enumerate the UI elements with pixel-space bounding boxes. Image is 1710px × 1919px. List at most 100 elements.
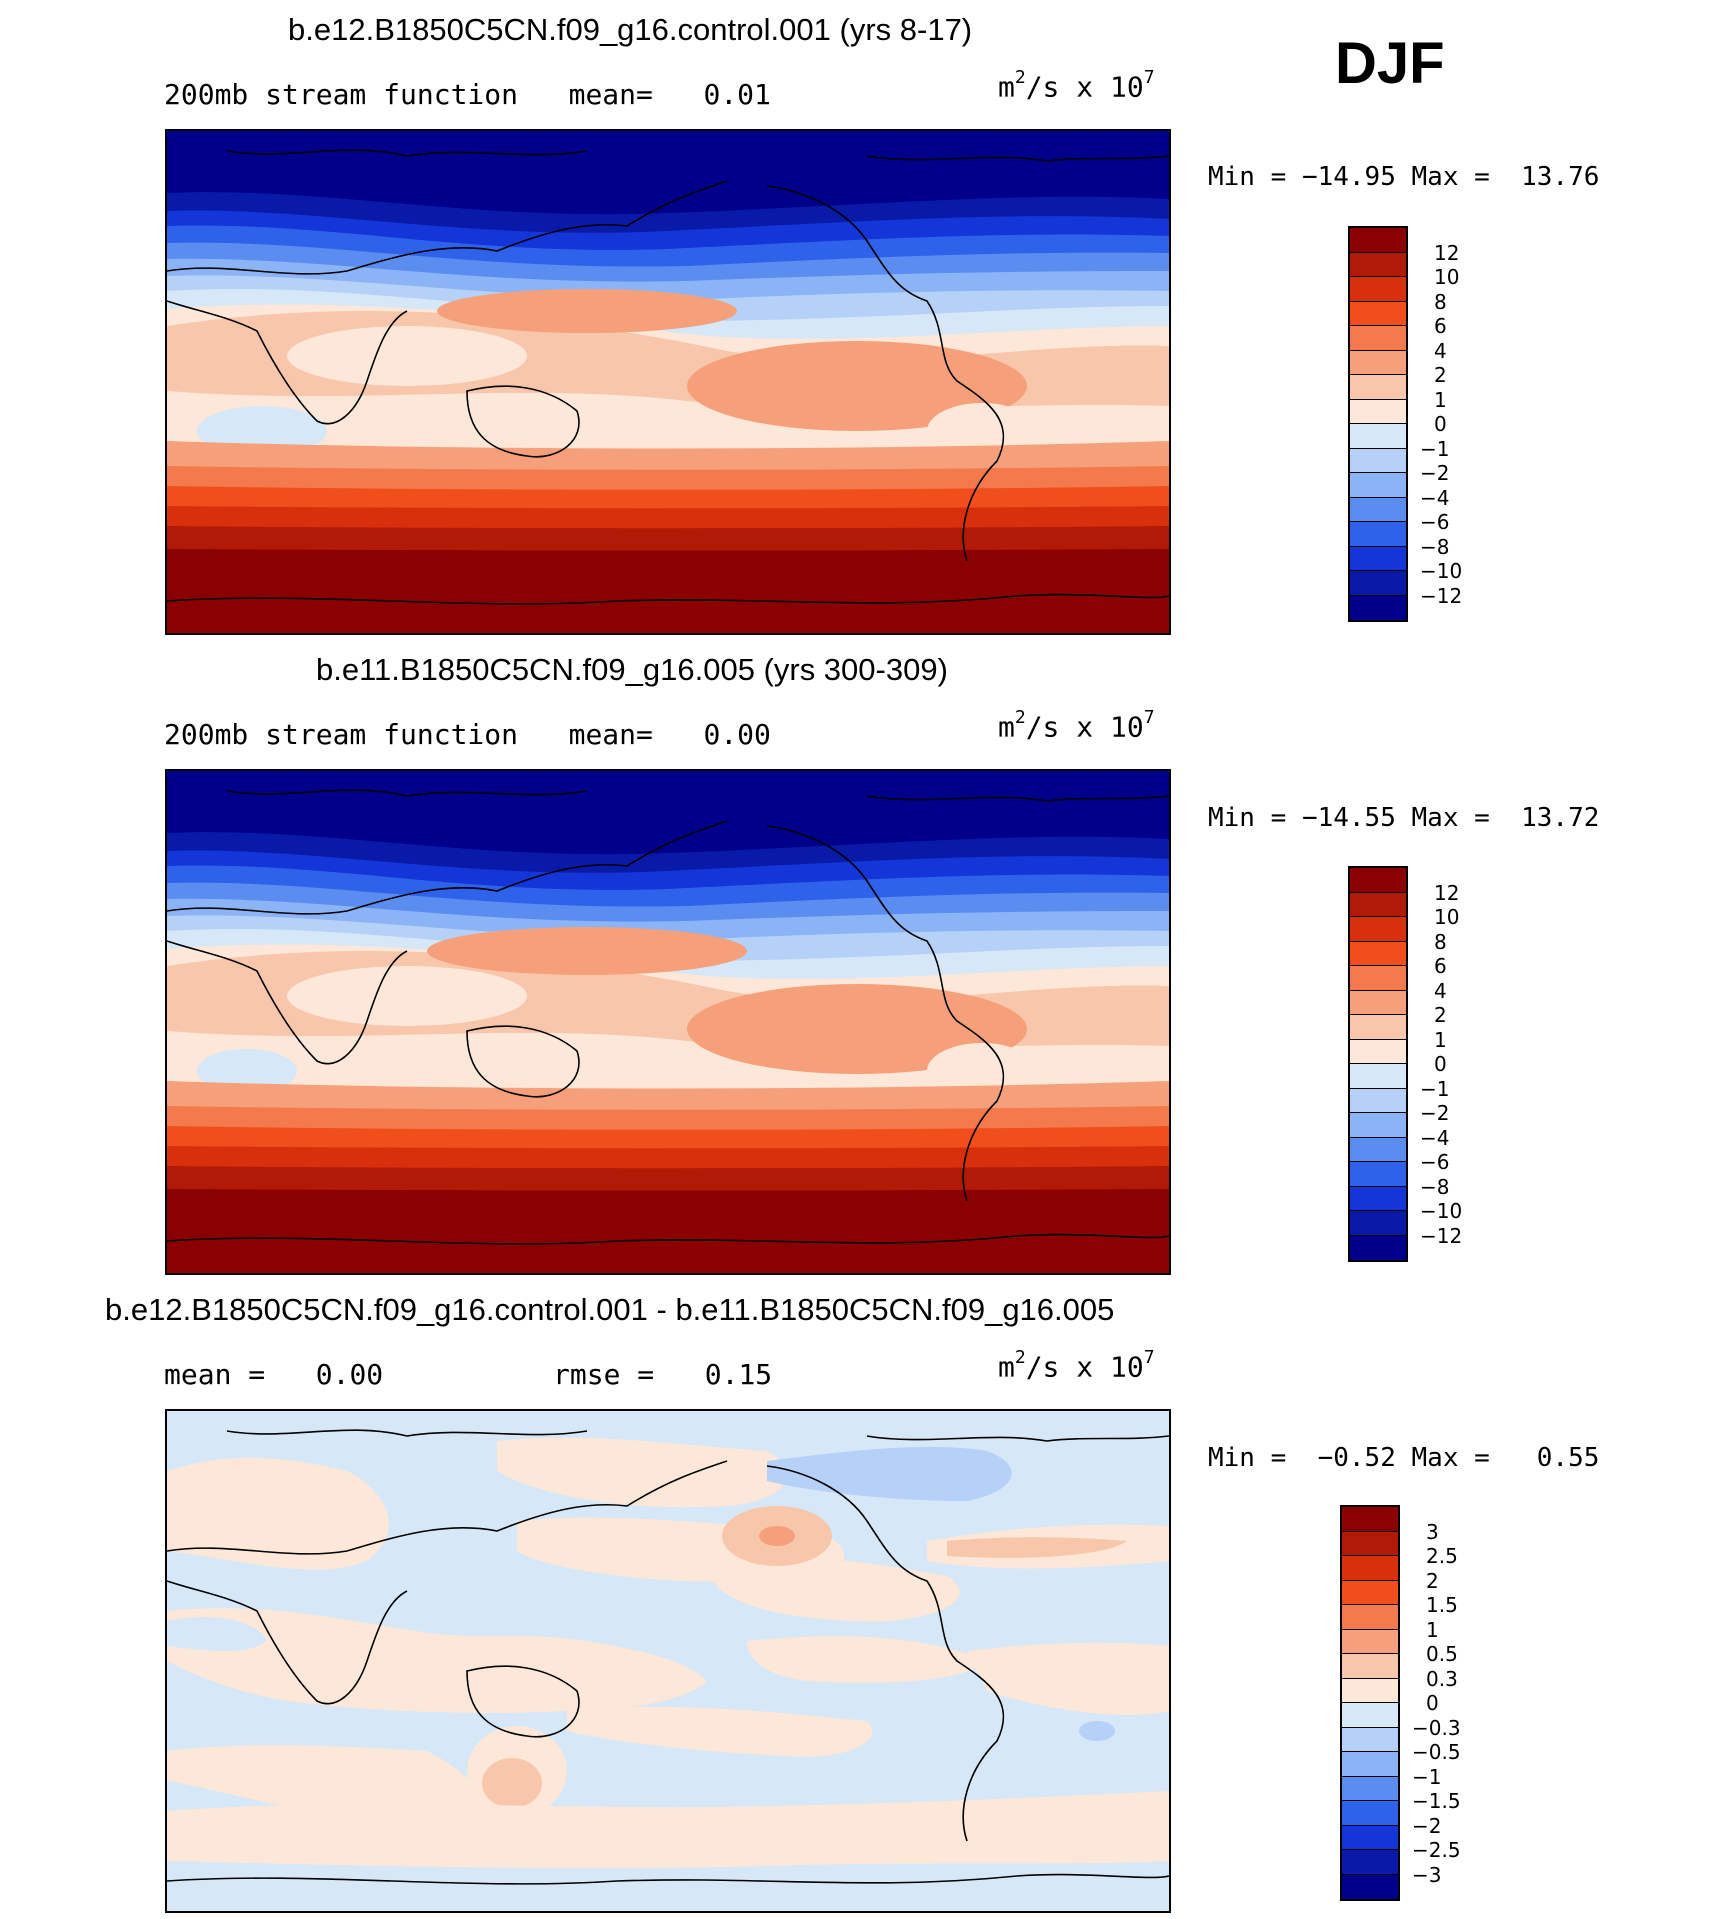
panel3-map [165, 1409, 1171, 1913]
colorbar-tick-label: −1 [1420, 1076, 1450, 1101]
colorbar-tick-label: −2.5 [1412, 1838, 1461, 1862]
colorbar-tick-label: −0.3 [1412, 1715, 1461, 1740]
colorbar-swatch [1342, 1776, 1398, 1801]
panel1-subtitle: 200mb stream function mean= 0.01 [164, 78, 771, 111]
panel1-minmax: Min = −14.95 Max = 13.76 [1208, 162, 1600, 192]
panel2-minmax: Min = −14.55 Max = 13.72 [1208, 803, 1600, 833]
colorbar-swatch [1350, 473, 1406, 498]
panel3-colorbar [1340, 1505, 1400, 1901]
panel3-colorbar-labels: 3 2.5 2 1.5 1 0.5 0.3 0 −0.3 −0.5 −1 −1.5 −2 −2.5 −3 [1412, 1505, 1532, 1901]
colorbar-tick-label: 0 [1426, 1691, 1439, 1715]
colorbar-swatch [1350, 375, 1406, 400]
panel2-map-field [167, 771, 1169, 1273]
colorbar-tick-label: 6 [1434, 954, 1447, 978]
colorbar-tick-label: −1.5 [1412, 1789, 1461, 1813]
colorbar-tick-label: 2 [1426, 1568, 1439, 1593]
colorbar-tick-label: 4 [1434, 978, 1447, 1003]
colorbar-swatch [1342, 1752, 1398, 1777]
colorbar-swatch [1350, 546, 1406, 571]
panel3-units: m2/s x 107 [998, 1347, 1155, 1384]
colorbar-swatch [1342, 1556, 1398, 1581]
colorbar-swatch [1342, 1825, 1398, 1850]
season-label: DJF [1335, 31, 1445, 96]
colorbar-tick-label: 4 [1434, 338, 1447, 363]
colorbar-tick-label: −4 [1420, 1125, 1450, 1150]
colorbar-swatch [1350, 1162, 1406, 1187]
colorbar-swatch [1350, 1088, 1406, 1113]
colorbar-swatch [1350, 868, 1406, 893]
colorbar-swatch [1342, 1580, 1398, 1605]
colorbar-tick-label: 1.5 [1426, 1593, 1458, 1617]
panel3-minmax: Min = −0.52 Max = 0.55 [1208, 1443, 1600, 1473]
panel2-map [165, 769, 1171, 1275]
colorbar-swatch [1342, 1678, 1398, 1703]
panel3-rmse: rmse = 0.15 [553, 1358, 773, 1391]
colorbar-tick-label: 0.3 [1426, 1666, 1458, 1691]
colorbar-tick-label: 1 [1434, 387, 1447, 412]
colorbar-swatch [1350, 399, 1406, 424]
colorbar-swatch [1342, 1605, 1398, 1630]
colorbar-tick-label: 0 [1434, 1052, 1447, 1076]
colorbar-swatch [1350, 917, 1406, 942]
colorbar-tick-label: −4 [1420, 485, 1450, 510]
colorbar-swatch [1342, 1727, 1398, 1752]
colorbar-swatch [1350, 1235, 1406, 1260]
colorbar-swatch [1350, 301, 1406, 326]
panel2-colorbar-labels: 12 10 8 6 4 2 1 0 −1 −2 −4 −6 −8 −10 −12 [1420, 866, 1540, 1262]
colorbar-swatch [1350, 941, 1406, 966]
colorbar-tick-label: −3 [1412, 1862, 1442, 1887]
colorbar-tick-label: 2.5 [1426, 1544, 1458, 1568]
colorbar-swatch [1342, 1531, 1398, 1556]
colorbar-swatch [1342, 1874, 1398, 1899]
colorbar-swatch [1350, 1039, 1406, 1064]
colorbar-tick-label: −12 [1420, 583, 1463, 608]
colorbar-swatch [1350, 1113, 1406, 1138]
colorbar-swatch [1350, 966, 1406, 991]
colorbar-tick-label: −10 [1420, 559, 1463, 583]
colorbar-swatch [1350, 448, 1406, 473]
colorbar-swatch [1342, 1629, 1398, 1654]
colorbar-swatch [1350, 350, 1406, 375]
colorbar-tick-label: −6 [1420, 1150, 1450, 1174]
panel2-units: m2/s x 107 [998, 707, 1155, 744]
colorbar-tick-label: 0 [1434, 412, 1447, 436]
colorbar-tick-label: 2 [1434, 1003, 1447, 1027]
colorbar-swatch [1350, 595, 1406, 620]
colorbar-swatch [1350, 1015, 1406, 1040]
colorbar-swatch [1350, 990, 1406, 1015]
colorbar-tick-label: 12 [1434, 240, 1460, 265]
colorbar-swatch [1342, 1507, 1398, 1532]
colorbar-tick-label: 8 [1434, 929, 1447, 954]
panel2-colorbar [1348, 866, 1408, 1262]
panel2-subtitle: 200mb stream function mean= 0.00 [164, 718, 771, 751]
colorbar-swatch [1350, 424, 1406, 449]
panel1-map-field [167, 131, 1169, 633]
colorbar-tick-label: −0.5 [1412, 1740, 1461, 1764]
colorbar-swatch [1350, 892, 1406, 917]
colorbar-swatch [1350, 497, 1406, 522]
panel1-units: m2/s x 107 [998, 67, 1155, 104]
colorbar-tick-label: 3 [1426, 1519, 1439, 1544]
colorbar-swatch [1350, 228, 1406, 253]
colorbar-swatch [1350, 252, 1406, 277]
colorbar-tick-label: 0.5 [1426, 1642, 1458, 1666]
colorbar-tick-label: 12 [1434, 880, 1460, 905]
colorbar-tick-label: 10 [1434, 905, 1460, 929]
colorbar-tick-label: −8 [1420, 1174, 1450, 1199]
colorbar-tick-label: −1 [1420, 436, 1450, 461]
panel3-title: b.e12.B1850C5CN.f09_g16.control.001 - b.… [105, 1292, 1115, 1327]
colorbar-swatch [1350, 1064, 1406, 1089]
colorbar-tick-label: 1 [1426, 1617, 1439, 1642]
colorbar-tick-label: −1 [1412, 1764, 1442, 1789]
colorbar-tick-label: −2 [1412, 1813, 1442, 1838]
colorbar-tick-label: −12 [1420, 1223, 1463, 1248]
colorbar-swatch [1350, 326, 1406, 351]
colorbar-tick-label: 10 [1434, 265, 1460, 289]
colorbar-swatch [1350, 1211, 1406, 1236]
colorbar-swatch [1342, 1850, 1398, 1875]
colorbar-swatch [1342, 1801, 1398, 1826]
colorbar-swatch [1350, 1186, 1406, 1211]
colorbar-tick-label: −6 [1420, 510, 1450, 534]
panel3-map-field [167, 1411, 1169, 1911]
panel1-colorbar-labels: 12 10 8 6 4 2 1 0 −1 −2 −4 −6 −8 −10 −12 [1420, 226, 1540, 622]
